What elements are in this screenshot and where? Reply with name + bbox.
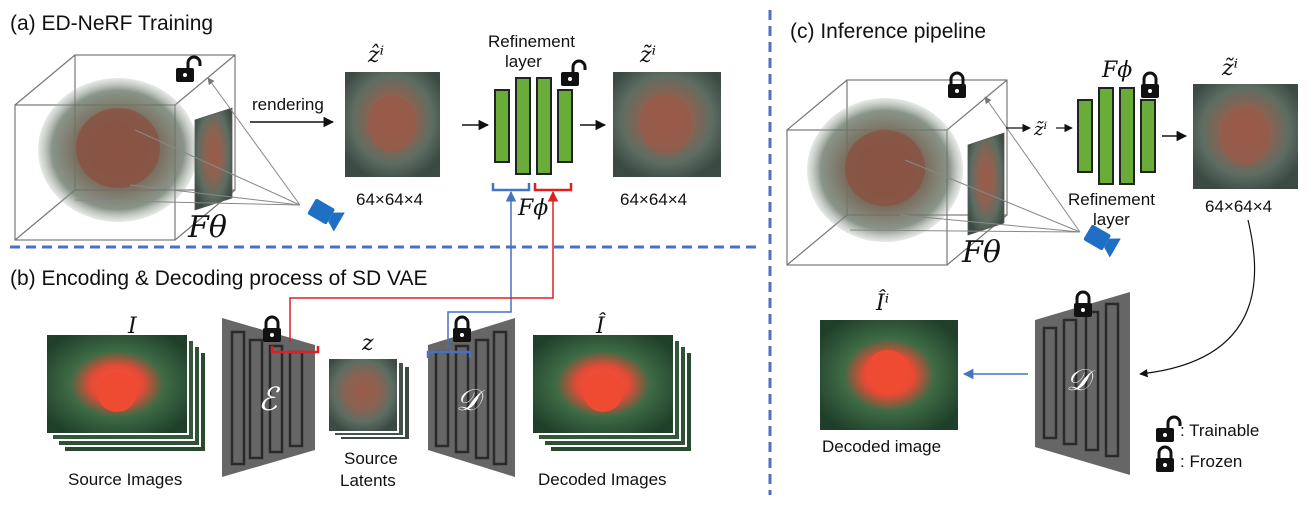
- refinement-layer-c: [1077, 87, 1156, 185]
- decoded-images-label: Decoded Images: [538, 470, 667, 489]
- I-label: I: [127, 314, 138, 339]
- z-label: z: [361, 331, 374, 356]
- blue-bracket-a: [491, 183, 531, 192]
- source-images-label: Source Images: [68, 470, 182, 489]
- f-theta-label-a: Fθ: [187, 210, 227, 245]
- z-tilde-label-a: z̃ⁱ: [639, 43, 656, 68]
- decoded-images-stack: [531, 333, 693, 453]
- panel-a-title: (a) ED-NeRF Training: [10, 12, 213, 35]
- encoder-block: [222, 318, 315, 477]
- red-path: [289, 190, 559, 342]
- render-plane-a: [194, 107, 233, 211]
- nerf-volume-c: [786, 79, 1008, 266]
- refine-label-2: layer: [505, 52, 542, 71]
- lock-open-icon: [1154, 415, 1182, 444]
- rendering-label: rendering: [252, 95, 324, 114]
- red-bracket-encoder: [270, 346, 320, 354]
- I-hat-label-c: Îⁱ: [875, 289, 889, 316]
- lock-closed-icon: [261, 315, 283, 344]
- camera-rays-a: [74, 77, 301, 206]
- blue-bracket-decoder: [426, 350, 472, 358]
- legend-trainable: : Trainable: [1180, 421, 1259, 440]
- lock-closed-icon: [946, 71, 968, 100]
- source-images-stack: [45, 333, 207, 453]
- lock-closed-icon: [451, 315, 473, 344]
- z-tilde-out-label: z̃ⁱ: [1221, 56, 1238, 81]
- latent-to-decoder-arrow: [1139, 219, 1256, 378]
- lock-open-icon: [559, 59, 587, 88]
- render-plane-c: [967, 132, 1005, 236]
- panel-b-title: (b) Encoding & Decoding process of SD VA…: [10, 267, 428, 290]
- dim-c-label: 64×64×4: [1205, 197, 1272, 216]
- lock-closed-icon: [1072, 290, 1094, 319]
- source-latents-stack: [327, 357, 411, 441]
- refine-c-label-1: Refinement: [1068, 190, 1155, 209]
- refine-c-label-2: layer: [1093, 210, 1130, 229]
- refine-label-1: Refinement: [488, 32, 575, 51]
- camera-icon: [306, 196, 345, 232]
- source-latents-label-1: Source: [344, 449, 398, 468]
- dim-right-label: 64×64×4: [620, 190, 687, 209]
- z-hat-label: ẑⁱ: [367, 43, 384, 68]
- refinement-layer-a: [494, 77, 573, 175]
- lock-closed-icon: [1139, 71, 1161, 100]
- z-tilde-in-label: z̃ⁱ: [1033, 119, 1047, 140]
- lock-open-icon: [174, 55, 202, 84]
- encoder-symbol: ℰ: [258, 380, 281, 418]
- nerf-volume-a: [14, 54, 236, 241]
- decoded-image-label: Decoded image: [822, 437, 941, 456]
- f-theta-label-c: Fθ: [961, 235, 1001, 270]
- decoder-block-b: [428, 318, 515, 477]
- I-hat-label-b: Î: [595, 312, 606, 339]
- panel-c-title: (c) Inference pipeline: [790, 20, 986, 43]
- f-phi-label-a: Fϕ: [517, 196, 548, 221]
- legend-frozen: : Frozen: [1180, 452, 1242, 471]
- f-phi-label-c: Fϕ: [1101, 58, 1132, 83]
- lock-closed-icon: [1154, 445, 1176, 474]
- blue-path: [447, 190, 517, 348]
- red-bracket-a: [533, 183, 573, 192]
- source-latents-label-2: Latents: [340, 471, 396, 490]
- camera-rays-c: [849, 96, 1081, 233]
- dim-left-label: 64×64×4: [356, 190, 423, 209]
